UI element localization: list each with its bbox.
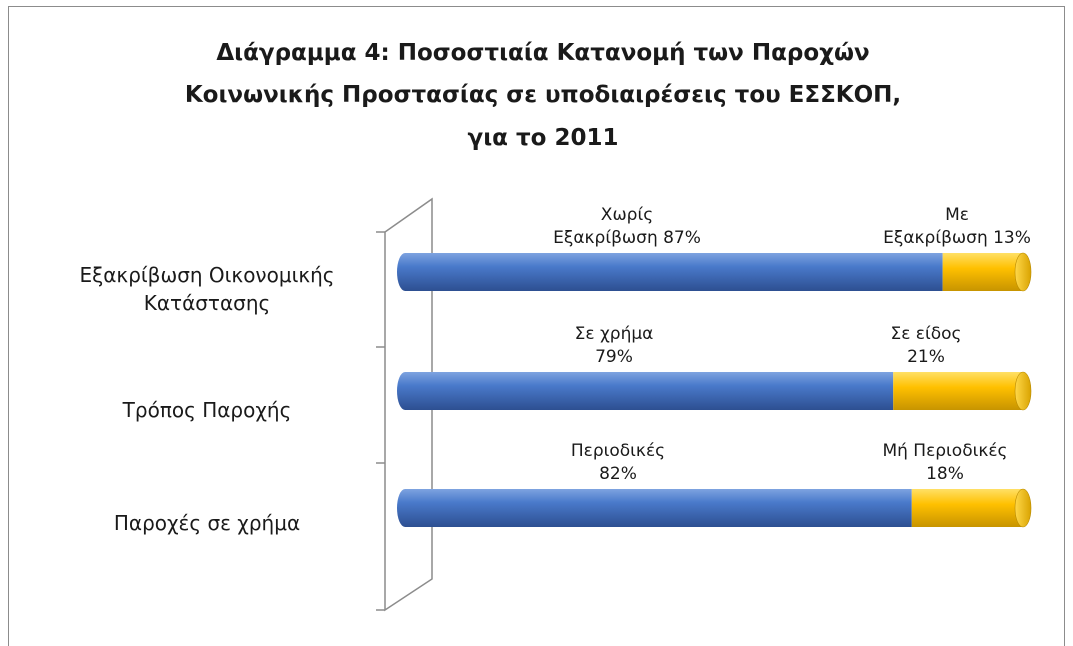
chart-title: Διάγραμμα 4: Ποσοστιαία Κατανομή των Παρ… — [185, 40, 901, 151]
bars-layer — [397, 252, 1032, 528]
bar-end-cap — [1014, 252, 1032, 292]
data-label: Χωρίς Εξακρίβωση 87% — [553, 205, 701, 248]
data-labels: Χωρίς Εξακρίβωση 87% Με Εξακρίβωση 13% Σε χρ… — [553, 205, 1031, 484]
data-label: Μή Περιοδικές 18% — [882, 441, 1007, 484]
category-label: Εξακρίβωση Οικονομικής Κατάστασης — [79, 263, 334, 315]
category-label: Παροχές σε χρήμα — [114, 511, 300, 535]
chart-title-line-3: για το 2011 — [468, 125, 619, 151]
bar-segment-primary — [405, 489, 912, 527]
data-label: Σε χρήμα 79% — [575, 324, 654, 367]
category-label: Τρόπος Παροχής — [122, 398, 292, 422]
bar-end-cap — [1014, 371, 1032, 411]
data-label: Με Εξακρίβωση 13% — [883, 205, 1031, 248]
bar-segment-secondary — [942, 253, 1023, 291]
chart-title-line-1: Διάγραμμα 4: Ποσοστιαία Κατανομή των Παρ… — [216, 40, 869, 66]
bar-segment-secondary — [911, 489, 1023, 527]
data-label: Σε είδος 21% — [890, 324, 961, 367]
bar-segment-primary — [405, 253, 943, 291]
bar-end-cap — [1014, 488, 1032, 528]
data-label: Περιοδικές 82% — [571, 441, 665, 484]
bar-segment-primary — [405, 372, 894, 410]
chart-frame — [8, 6, 1065, 646]
category-labels: Εξακρίβωση Οικονομικής Κατάστασης Τρόπος Π… — [79, 263, 334, 535]
chart-title-line-2: Κοινωνικής Προστασίας σε υποδιαιρέσεις τ… — [185, 82, 901, 108]
bar-segment-secondary — [893, 372, 1023, 410]
